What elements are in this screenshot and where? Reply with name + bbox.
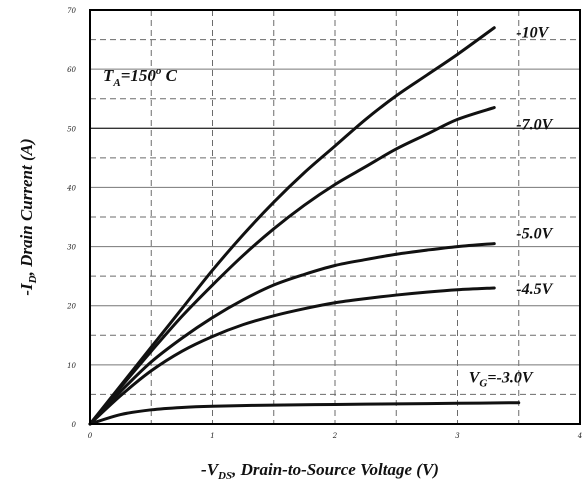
curve-label-0: -10V — [516, 25, 549, 42]
series-curve-3 — [88, 286, 496, 426]
curve-label-1: -7.0V — [516, 117, 553, 134]
curve-label-4: VG=-3.0V — [469, 370, 534, 390]
x-tick-label: 2 — [332, 432, 338, 440]
y-tick-label: 20 — [66, 303, 76, 311]
y-tick-label: 30 — [67, 244, 76, 252]
y-tick-label: 70 — [67, 7, 76, 15]
series-curve-4 — [88, 401, 521, 426]
curve-label-2: -5.0V — [516, 226, 553, 243]
plot-frame — [89, 9, 581, 425]
y-tick-label: 40 — [66, 184, 76, 192]
temperature-annotation: TA=150o C — [103, 65, 178, 89]
curves — [88, 26, 521, 426]
x-axis-label: -VDS, Drain-to-Source Voltage (V) — [201, 460, 439, 482]
series-curve-2 — [88, 242, 496, 426]
x-tick-label: 0 — [88, 432, 93, 440]
y-tick-label: 60 — [67, 66, 76, 74]
x-tick-label: 1 — [210, 432, 214, 440]
series-curve-1 — [88, 106, 496, 426]
x-tick-label: 3 — [455, 432, 460, 440]
y-tick-label: 10 — [67, 362, 76, 370]
grid — [90, 10, 580, 424]
curve-label-3: -4.5V — [516, 281, 553, 298]
x-tick-label: 4 — [577, 432, 582, 440]
y-axis-label: -ID, Drain Current (A) — [17, 138, 39, 295]
y-tick-label: 0 — [72, 421, 77, 429]
y-tick-label: 50 — [67, 125, 76, 133]
curve-labels: -10V -7.0V -5.0V -4.5V VG=-3.0V — [469, 25, 554, 390]
series-curve-0 — [88, 26, 496, 426]
